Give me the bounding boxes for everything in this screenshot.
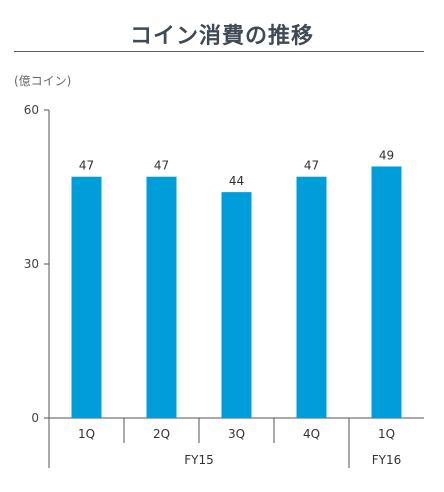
title-divider: [14, 51, 424, 52]
category-label: 3Q: [228, 427, 245, 441]
data-label: 49: [379, 148, 394, 162]
bar: [146, 176, 177, 418]
category-label: 1Q: [78, 427, 95, 441]
data-label: 47: [304, 159, 319, 173]
bar: [221, 192, 252, 418]
unit-label: (億コイン): [14, 74, 71, 88]
group-label: FY15: [184, 453, 214, 467]
bar: [296, 176, 327, 418]
category-label: 1Q: [378, 427, 395, 441]
data-label: 47: [154, 159, 169, 173]
group-label: FY16: [372, 453, 402, 467]
y-tick-label: 0: [31, 411, 39, 425]
category-label: 2Q: [153, 427, 170, 441]
data-label: 44: [229, 174, 244, 188]
bar: [71, 176, 102, 418]
category-label: 4Q: [303, 427, 320, 441]
y-tick-label: 30: [24, 257, 39, 271]
bar: [371, 166, 402, 418]
chart-title: コイン消費の推移: [129, 24, 314, 49]
y-tick-label: 60: [24, 103, 39, 117]
data-label: 47: [79, 159, 94, 173]
